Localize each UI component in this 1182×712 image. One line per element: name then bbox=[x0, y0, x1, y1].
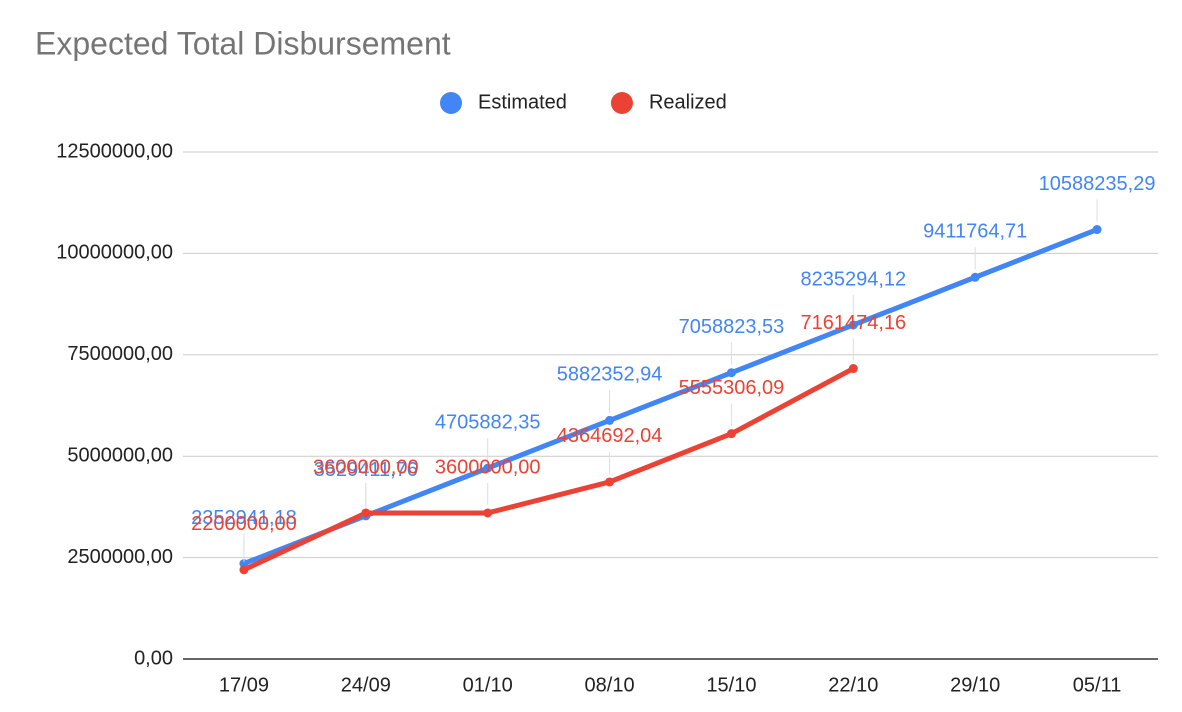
data-label: 3529411,76 bbox=[314, 459, 418, 481]
data-label: 8235294,12 bbox=[800, 268, 906, 290]
legend-marker bbox=[610, 92, 633, 114]
data-label: 4364692,04 bbox=[557, 425, 663, 447]
data-point bbox=[726, 368, 736, 378]
data-point bbox=[605, 415, 615, 425]
x-tick-label: 05/11 bbox=[1073, 674, 1122, 696]
x-tick-label: 17/09 bbox=[219, 674, 269, 696]
data-label: 5555306,09 bbox=[679, 377, 785, 399]
data-point bbox=[848, 320, 858, 330]
data-label: 10588235,29 bbox=[1039, 173, 1156, 195]
x-tick-label: 15/10 bbox=[706, 674, 756, 696]
data-label: 3600000,00 bbox=[313, 456, 419, 478]
data-point bbox=[970, 272, 980, 282]
y-tick-label: 7500000,00 bbox=[67, 343, 173, 365]
x-tick-label: 29/10 bbox=[950, 674, 1000, 696]
data-point bbox=[239, 559, 249, 569]
data-point bbox=[726, 429, 736, 439]
data-label: 2352941,18 bbox=[191, 507, 297, 529]
legend-marker bbox=[440, 92, 462, 114]
series-line bbox=[243, 227, 1098, 566]
data-label: 3600000,00 bbox=[435, 456, 541, 478]
data-point bbox=[483, 508, 493, 518]
data-point bbox=[361, 508, 371, 518]
data-point bbox=[848, 364, 858, 374]
data-label: 7058823,53 bbox=[679, 316, 785, 338]
data-label: 5882352,94 bbox=[557, 364, 663, 386]
data-label: 9411764,71 bbox=[923, 221, 1027, 243]
data-point bbox=[239, 565, 249, 575]
data-point bbox=[605, 477, 615, 487]
x-tick-label: 01/10 bbox=[463, 674, 513, 696]
legend-label: Estimated bbox=[478, 91, 567, 113]
data-label: 4705882,35 bbox=[435, 411, 541, 433]
chart-title: Expected Total Disbursement bbox=[35, 25, 451, 61]
x-tick-label: 24/09 bbox=[341, 674, 391, 696]
legend-label: Realized bbox=[649, 91, 727, 113]
data-label: 2200000,00 bbox=[191, 513, 297, 535]
series-line bbox=[242, 366, 855, 573]
y-tick-label: 5000000,00 bbox=[67, 444, 173, 466]
y-tick-label: 10000000,00 bbox=[56, 242, 173, 264]
x-tick-label: 22/10 bbox=[828, 674, 878, 696]
data-label: 7161474,16 bbox=[800, 312, 906, 334]
y-tick-label: 12500000,00 bbox=[56, 140, 173, 162]
y-tick-label: 2500000,00 bbox=[67, 546, 173, 568]
y-tick-label: 0,00 bbox=[134, 647, 173, 669]
x-tick-label: 08/10 bbox=[585, 674, 635, 696]
data-point bbox=[1092, 225, 1102, 235]
data-point bbox=[483, 463, 493, 473]
